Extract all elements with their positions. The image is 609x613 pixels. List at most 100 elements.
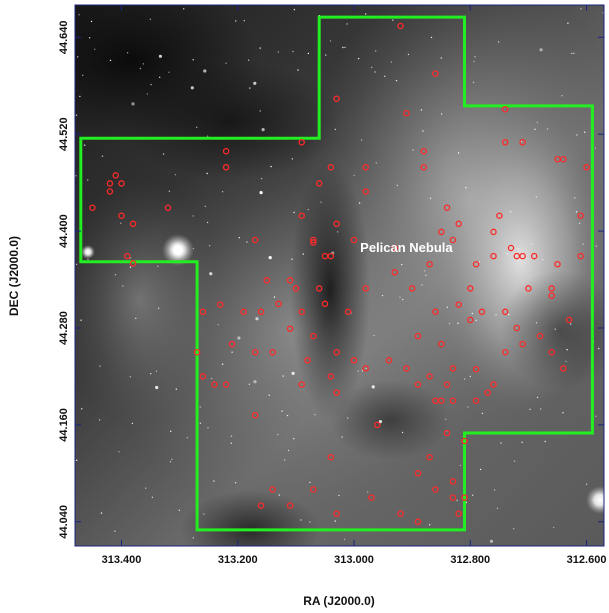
background-star bbox=[135, 317, 137, 319]
source-marker bbox=[333, 389, 340, 396]
source-marker bbox=[426, 453, 433, 461]
source-marker bbox=[426, 373, 433, 380]
background-star bbox=[293, 8, 296, 11]
background-star bbox=[243, 20, 245, 22]
background-star bbox=[221, 191, 224, 193]
source-marker bbox=[251, 348, 259, 356]
background-star bbox=[469, 375, 471, 378]
source-marker bbox=[432, 486, 439, 493]
background-star bbox=[284, 459, 286, 461]
background-star bbox=[375, 50, 377, 52]
source-marker bbox=[490, 228, 497, 236]
source-marker bbox=[327, 373, 335, 380]
background-star bbox=[422, 130, 424, 132]
source-marker bbox=[560, 365, 567, 372]
plot-frame bbox=[74, 4, 605, 547]
background-stars bbox=[75, 5, 604, 543]
background-star bbox=[122, 285, 124, 287]
background-star bbox=[513, 460, 516, 462]
source-marker bbox=[437, 228, 445, 236]
background-star bbox=[539, 48, 543, 52]
background-star bbox=[307, 52, 310, 55]
source-marker bbox=[310, 486, 317, 493]
source-marker bbox=[385, 357, 393, 364]
background-star bbox=[440, 57, 442, 59]
background-star bbox=[562, 412, 564, 414]
background-star bbox=[282, 375, 284, 377]
background-star bbox=[196, 126, 198, 128]
background-star bbox=[297, 69, 299, 71]
background-star bbox=[347, 417, 349, 419]
background-star bbox=[260, 177, 263, 180]
background-star bbox=[75, 114, 78, 116]
background-star bbox=[401, 431, 404, 434]
background-star bbox=[421, 284, 423, 286]
background-star bbox=[192, 537, 194, 539]
source-marker bbox=[211, 381, 218, 388]
background-star bbox=[171, 458, 173, 460]
background-star bbox=[546, 128, 549, 130]
background-star bbox=[259, 191, 263, 195]
background-star bbox=[446, 306, 448, 308]
source-marker bbox=[228, 340, 236, 348]
background-star bbox=[88, 37, 91, 39]
background-star bbox=[168, 71, 170, 74]
background-star bbox=[149, 18, 152, 20]
background-star bbox=[225, 62, 227, 64]
source-marker bbox=[164, 204, 172, 211]
y-tick-label: 44.520 bbox=[58, 117, 70, 151]
background-star bbox=[344, 46, 346, 49]
source-marker bbox=[449, 236, 457, 244]
background-star bbox=[293, 438, 295, 440]
background-star bbox=[314, 413, 316, 416]
background-star bbox=[81, 408, 83, 410]
background-star bbox=[357, 370, 359, 372]
source-marker bbox=[490, 252, 497, 260]
source-marker bbox=[89, 204, 96, 211]
background-star bbox=[336, 231, 339, 233]
background-star bbox=[567, 22, 569, 24]
x-tick-label: 312.800 bbox=[450, 554, 490, 566]
source-marker bbox=[519, 139, 526, 146]
background-star bbox=[594, 147, 597, 149]
background-star bbox=[255, 317, 259, 321]
y-tick-label: 44.640 bbox=[58, 20, 70, 54]
source-marker bbox=[461, 494, 468, 501]
y-axis: 44.040 44.160 44.280 44.400 44.520 44.640 bbox=[58, 20, 604, 539]
background-star bbox=[291, 371, 295, 375]
source-marker bbox=[118, 180, 125, 187]
background-star bbox=[580, 8, 582, 10]
background-star bbox=[496, 507, 499, 510]
background-star bbox=[582, 243, 584, 245]
background-star bbox=[99, 365, 101, 367]
background-star bbox=[365, 13, 367, 15]
background-star bbox=[131, 102, 135, 106]
background-star bbox=[595, 245, 598, 247]
background-star bbox=[412, 149, 414, 151]
background-star bbox=[210, 377, 213, 380]
source-marker bbox=[403, 109, 410, 117]
background-star bbox=[456, 499, 458, 502]
background-star bbox=[277, 433, 279, 436]
background-star bbox=[445, 418, 447, 420]
x-tick-label: 312.600 bbox=[567, 554, 607, 566]
source-marker bbox=[530, 252, 538, 260]
source-marker bbox=[368, 494, 375, 501]
background-star bbox=[500, 442, 502, 444]
source-marker bbox=[362, 164, 369, 171]
background-star bbox=[329, 40, 332, 42]
source-marker bbox=[298, 212, 305, 219]
source-marker bbox=[519, 252, 526, 260]
source-marker bbox=[257, 308, 265, 316]
background-star bbox=[126, 52, 129, 54]
background-star bbox=[291, 258, 293, 260]
source-marker bbox=[507, 244, 515, 252]
background-star bbox=[544, 440, 546, 443]
background-star bbox=[157, 265, 159, 267]
background-star bbox=[237, 336, 241, 340]
background-star bbox=[159, 76, 161, 79]
background-star bbox=[287, 449, 290, 452]
background-star bbox=[291, 158, 293, 160]
source-marker bbox=[315, 285, 323, 292]
background-star bbox=[561, 95, 563, 97]
